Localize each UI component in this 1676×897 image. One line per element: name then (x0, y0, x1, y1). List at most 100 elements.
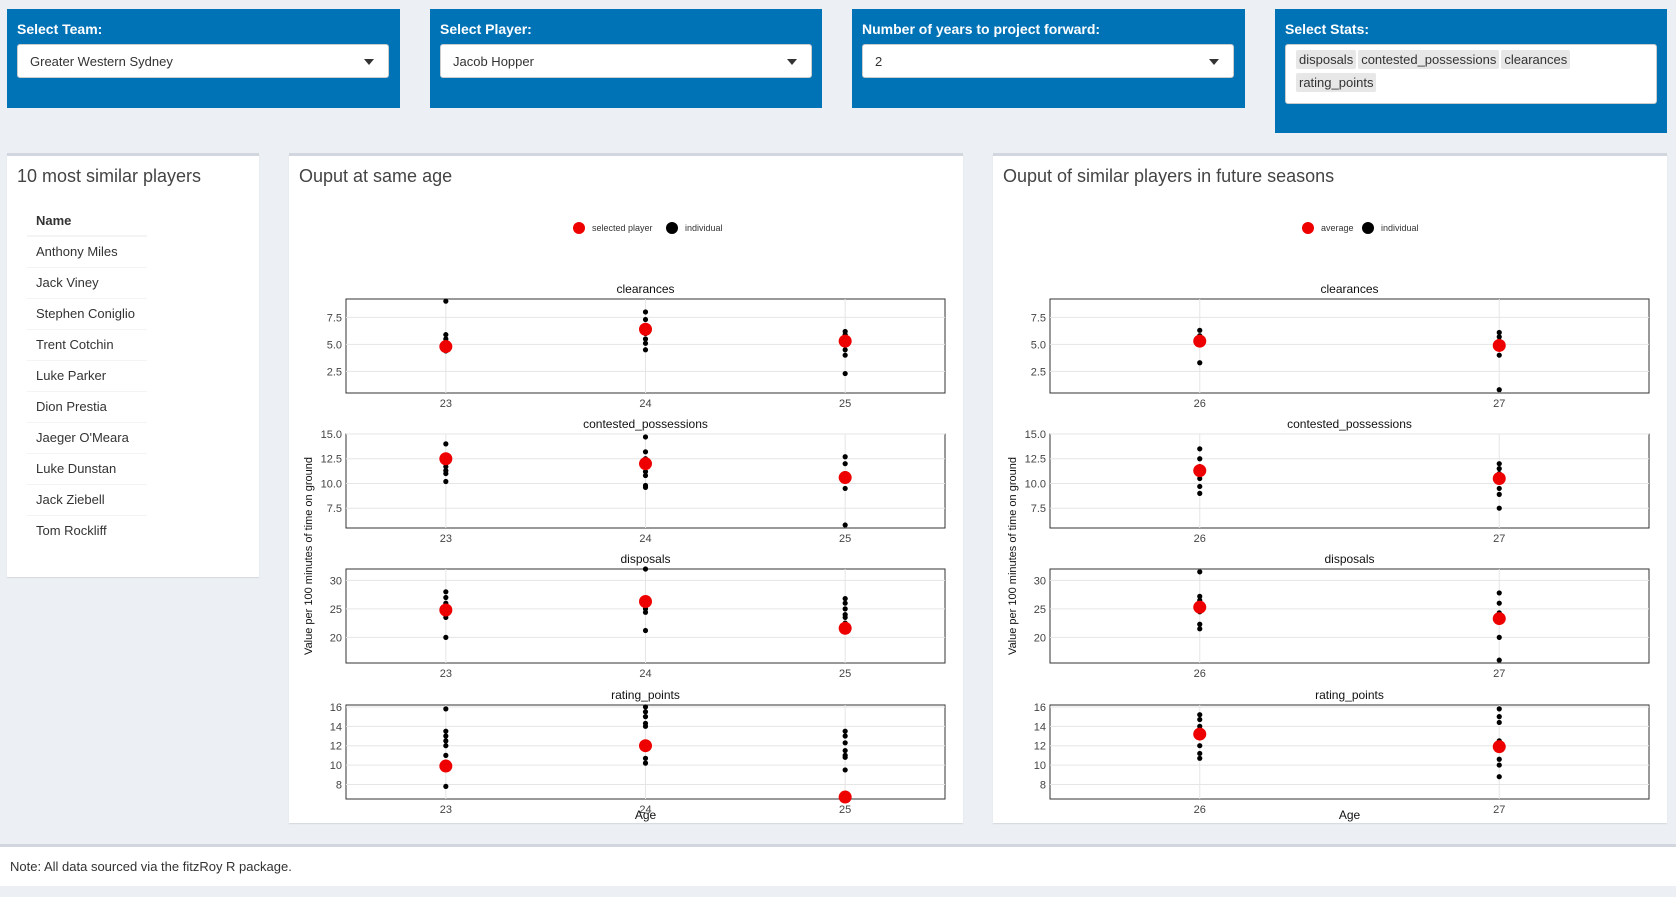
stat-chip[interactable]: clearances (1501, 50, 1571, 69)
data-point (443, 298, 449, 304)
stat-chip[interactable]: rating_points (1296, 73, 1377, 92)
table-row: Anthony Miles (27, 235, 147, 267)
x-tick-label: 26 (1194, 533, 1206, 545)
player-name: Jack Ziebell (27, 483, 147, 515)
data-point (443, 634, 449, 640)
y-tick-label: 15.0 (321, 429, 342, 441)
data-point (1496, 714, 1502, 720)
player-select[interactable]: Jacob Hopper (440, 44, 812, 78)
data-point (642, 760, 649, 766)
player-name: Jaeger O'Meara (27, 421, 147, 453)
data-point (642, 472, 649, 479)
panel-frame (1049, 704, 1650, 800)
stats-select-label: Select Stats: (1285, 21, 1370, 37)
player-name: Anthony Miles (27, 235, 147, 267)
data-point (1197, 723, 1203, 729)
player-name: Luke Parker (27, 359, 147, 391)
player-select-label: Select Player: (440, 21, 532, 37)
table-row: Dion Prestia (27, 390, 147, 422)
data-point (642, 709, 649, 715)
x-tick-label: 27 (1493, 668, 1505, 680)
y-tick-label: 10.0 (1025, 478, 1046, 490)
player-name: Jack Viney (27, 266, 147, 298)
data-point (642, 309, 649, 315)
y-tick-label: 7.5 (327, 503, 342, 515)
data-point (1197, 569, 1203, 575)
stat-chip[interactable]: contested_possessions (1358, 50, 1500, 69)
data-point (642, 336, 649, 342)
x-tick-label: 23 (440, 668, 452, 680)
y-tick-label: 12.5 (321, 454, 342, 466)
data-point (642, 469, 649, 475)
highlight-point (439, 452, 453, 466)
data-point (1197, 360, 1203, 366)
data-point (842, 454, 848, 460)
player-select-box: Select Player: Jacob Hopper (430, 9, 822, 108)
table-row: Luke Dunstan (27, 452, 147, 484)
future-seasons-chart: average individual clearances 2.5 5.0 7.5 26 27… (1007, 222, 1650, 822)
data-point (1496, 657, 1502, 663)
team-select[interactable]: Greater Western Sydney (17, 44, 389, 78)
y-tick-label: 20 (1034, 632, 1046, 644)
highlight-point (439, 340, 453, 354)
highlight-point (639, 322, 652, 336)
table-row: Jaeger O'Meara (27, 421, 147, 453)
y-tick-label: 2.5 (1031, 366, 1046, 378)
chevron-down-icon (787, 59, 797, 65)
highlight-point (639, 739, 652, 753)
data-point (842, 461, 848, 467)
future-seasons-box: Ouput of similar players in future seaso… (993, 153, 1667, 823)
legend-marker (573, 222, 585, 234)
data-point (443, 743, 449, 749)
same-age-chart: selected player individual clearances 2.5 5.… (303, 222, 946, 822)
highlight-point (1193, 334, 1207, 348)
data-point (1197, 716, 1203, 723)
stat-chip[interactable]: disposals (1296, 50, 1357, 69)
data-point (1496, 334, 1502, 340)
panel-title: disposals (620, 552, 670, 566)
data-point (842, 747, 848, 754)
data-point (842, 767, 848, 773)
x-axis-label: Age (1339, 808, 1361, 822)
data-point (642, 316, 649, 323)
panel-title: clearances (616, 282, 674, 296)
data-point (1197, 743, 1203, 749)
data-point (842, 370, 848, 377)
data-point (1496, 387, 1502, 393)
same-age-title: Ouput at same age (299, 166, 453, 186)
y-tick-label: 14 (330, 721, 342, 733)
y-tick-label: 7.5 (1031, 503, 1046, 515)
future-seasons-title: Ouput of similar players in future seaso… (1003, 166, 1335, 186)
data-point (1197, 712, 1203, 718)
chevron-down-icon (1209, 59, 1219, 65)
x-tick-label: 27 (1493, 804, 1505, 816)
data-point (642, 609, 649, 615)
y-tick-label: 20 (330, 632, 342, 644)
y-axis-label: Value per 100 minutes of time on ground (303, 457, 315, 655)
data-point (443, 783, 449, 790)
highlight-point (439, 759, 453, 773)
data-point (642, 714, 649, 720)
x-tick-label: 24 (639, 398, 651, 410)
data-point (1496, 600, 1502, 606)
years-select-value: 2 (875, 54, 883, 69)
data-point (842, 614, 848, 621)
panel-title: contested_possessions (1287, 417, 1412, 431)
x-tick-label: 24 (639, 533, 651, 545)
highlight-point (838, 621, 852, 635)
data-point (1496, 706, 1502, 712)
stats-multiselect[interactable]: disposals contested_possessions clearances… (1285, 44, 1657, 104)
data-point (443, 470, 449, 477)
data-point (1496, 774, 1502, 780)
years-select-box: Number of years to project forward: 2 (852, 9, 1245, 108)
table-row: Tom Rockliff (27, 514, 147, 546)
years-select[interactable]: 2 (862, 44, 1234, 78)
data-point (1197, 626, 1203, 632)
highlight-point (1492, 472, 1506, 486)
y-tick-label: 25 (1034, 604, 1046, 616)
y-tick-label: 12 (330, 741, 342, 753)
data-point (1496, 461, 1502, 467)
x-tick-label: 26 (1194, 668, 1206, 680)
y-tick-label: 16 (1034, 702, 1046, 714)
data-point (1496, 466, 1502, 472)
